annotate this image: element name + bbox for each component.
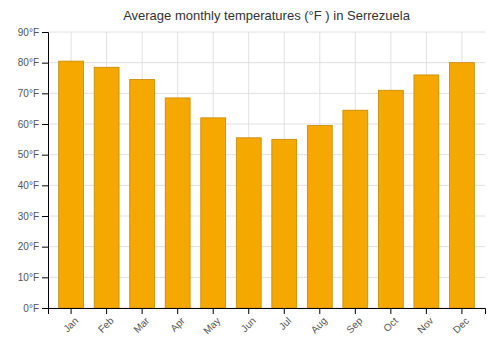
tick-mark — [42, 124, 48, 125]
tick-label: Jan — [61, 315, 80, 334]
bar — [59, 61, 84, 308]
grid — [48, 32, 485, 308]
tick-mark — [42, 247, 48, 248]
bar — [343, 110, 368, 308]
tick: Apr — [168, 308, 187, 334]
tick-mark — [42, 63, 48, 64]
tick: Jun — [239, 308, 258, 334]
tick-label: 90°F — [18, 27, 39, 38]
tick: May — [201, 308, 222, 336]
tick-label: Jun — [239, 315, 258, 334]
tick-mark — [355, 308, 356, 314]
bar — [130, 80, 155, 308]
tick-mark — [71, 308, 72, 314]
tick-mark — [177, 308, 178, 314]
chart: 0°F 10°F 20°F 30°F 40°F 50°F 60°F 70°F 80°F 90°F J… — [0, 0, 500, 350]
tick: 50°F — [18, 149, 48, 160]
tick-mark — [284, 308, 285, 314]
tick-label: 60°F — [18, 119, 39, 130]
tick: 30°F — [18, 211, 48, 222]
bar — [236, 138, 261, 308]
tick-mark — [42, 308, 48, 309]
tick: Jan — [61, 308, 80, 334]
title: Average monthly temperatures (°F ) in Se… — [123, 8, 411, 23]
tick-label: 10°F — [18, 272, 39, 283]
tick: Jul — [277, 308, 294, 332]
tick: Aug — [309, 308, 329, 335]
axis-line — [49, 309, 486, 315]
tick-mark — [213, 308, 214, 314]
tick-mark — [248, 308, 249, 314]
bar — [272, 139, 297, 308]
bar — [449, 63, 474, 308]
tick-mark — [42, 216, 48, 217]
tick-mark — [390, 308, 391, 314]
x-axis: Jan Feb Mar Apr May Jun Jul Aug Sep Oct Nov Dec — [49, 308, 486, 336]
tick-mark — [42, 277, 48, 278]
tick-label: 40°F — [18, 180, 39, 191]
bar — [414, 75, 439, 308]
tick: 80°F — [18, 57, 48, 68]
tick-label: Nov — [415, 315, 435, 335]
tick: Oct — [381, 308, 400, 334]
tick-mark — [142, 308, 143, 314]
tick-mark — [426, 308, 427, 314]
y-axis: 0°F 10°F 20°F 30°F 40°F 50°F 60°F 70°F 80°F 90°F — [18, 27, 49, 314]
bar — [94, 67, 119, 308]
tick: 60°F — [18, 119, 48, 130]
bar — [201, 118, 226, 308]
tick: 20°F — [18, 241, 48, 252]
tick-label: Apr — [168, 315, 187, 334]
axis-line — [42, 33, 49, 309]
tick-mark — [461, 308, 462, 314]
tick-mark — [319, 308, 320, 314]
bars — [59, 61, 475, 308]
tick: Nov — [415, 308, 435, 335]
grid-line — [48, 32, 485, 33]
tick-label: Oct — [381, 315, 400, 334]
tick-mark — [106, 308, 107, 314]
plot: 0°F 10°F 20°F 30°F 40°F 50°F 60°F 70°F 80°F 90°F J… — [18, 27, 486, 337]
tick-label: 0°F — [23, 303, 39, 314]
tick-label: Sep — [344, 315, 365, 336]
tick-label: Jul — [277, 315, 294, 332]
grid-line — [48, 62, 485, 63]
tick-label: May — [201, 315, 222, 336]
bar — [165, 98, 190, 308]
tick: Mar — [131, 308, 151, 335]
tick-label: 80°F — [18, 57, 39, 68]
tick-label: 70°F — [18, 88, 39, 99]
tick: Dec — [451, 308, 471, 335]
tick-label: Feb — [96, 315, 116, 335]
tick-mark — [42, 93, 48, 94]
tick-label: 20°F — [18, 241, 39, 252]
tick-mark — [42, 32, 48, 33]
tick: 90°F — [18, 27, 48, 38]
tick: Sep — [344, 308, 365, 335]
tick: 0°F — [23, 303, 48, 314]
tick-label: Dec — [451, 315, 471, 335]
tick: 10°F — [18, 272, 48, 283]
tick-label: 50°F — [18, 149, 39, 160]
bar — [378, 90, 403, 308]
bar — [307, 126, 332, 308]
tick: 40°F — [18, 180, 48, 191]
tick-label: 30°F — [18, 211, 39, 222]
tick-mark — [42, 185, 48, 186]
tick-mark — [42, 155, 48, 156]
tick: Feb — [96, 308, 116, 335]
tick-label: Aug — [309, 315, 329, 335]
tick-label: Mar — [131, 315, 151, 335]
tick: 70°F — [18, 88, 48, 99]
